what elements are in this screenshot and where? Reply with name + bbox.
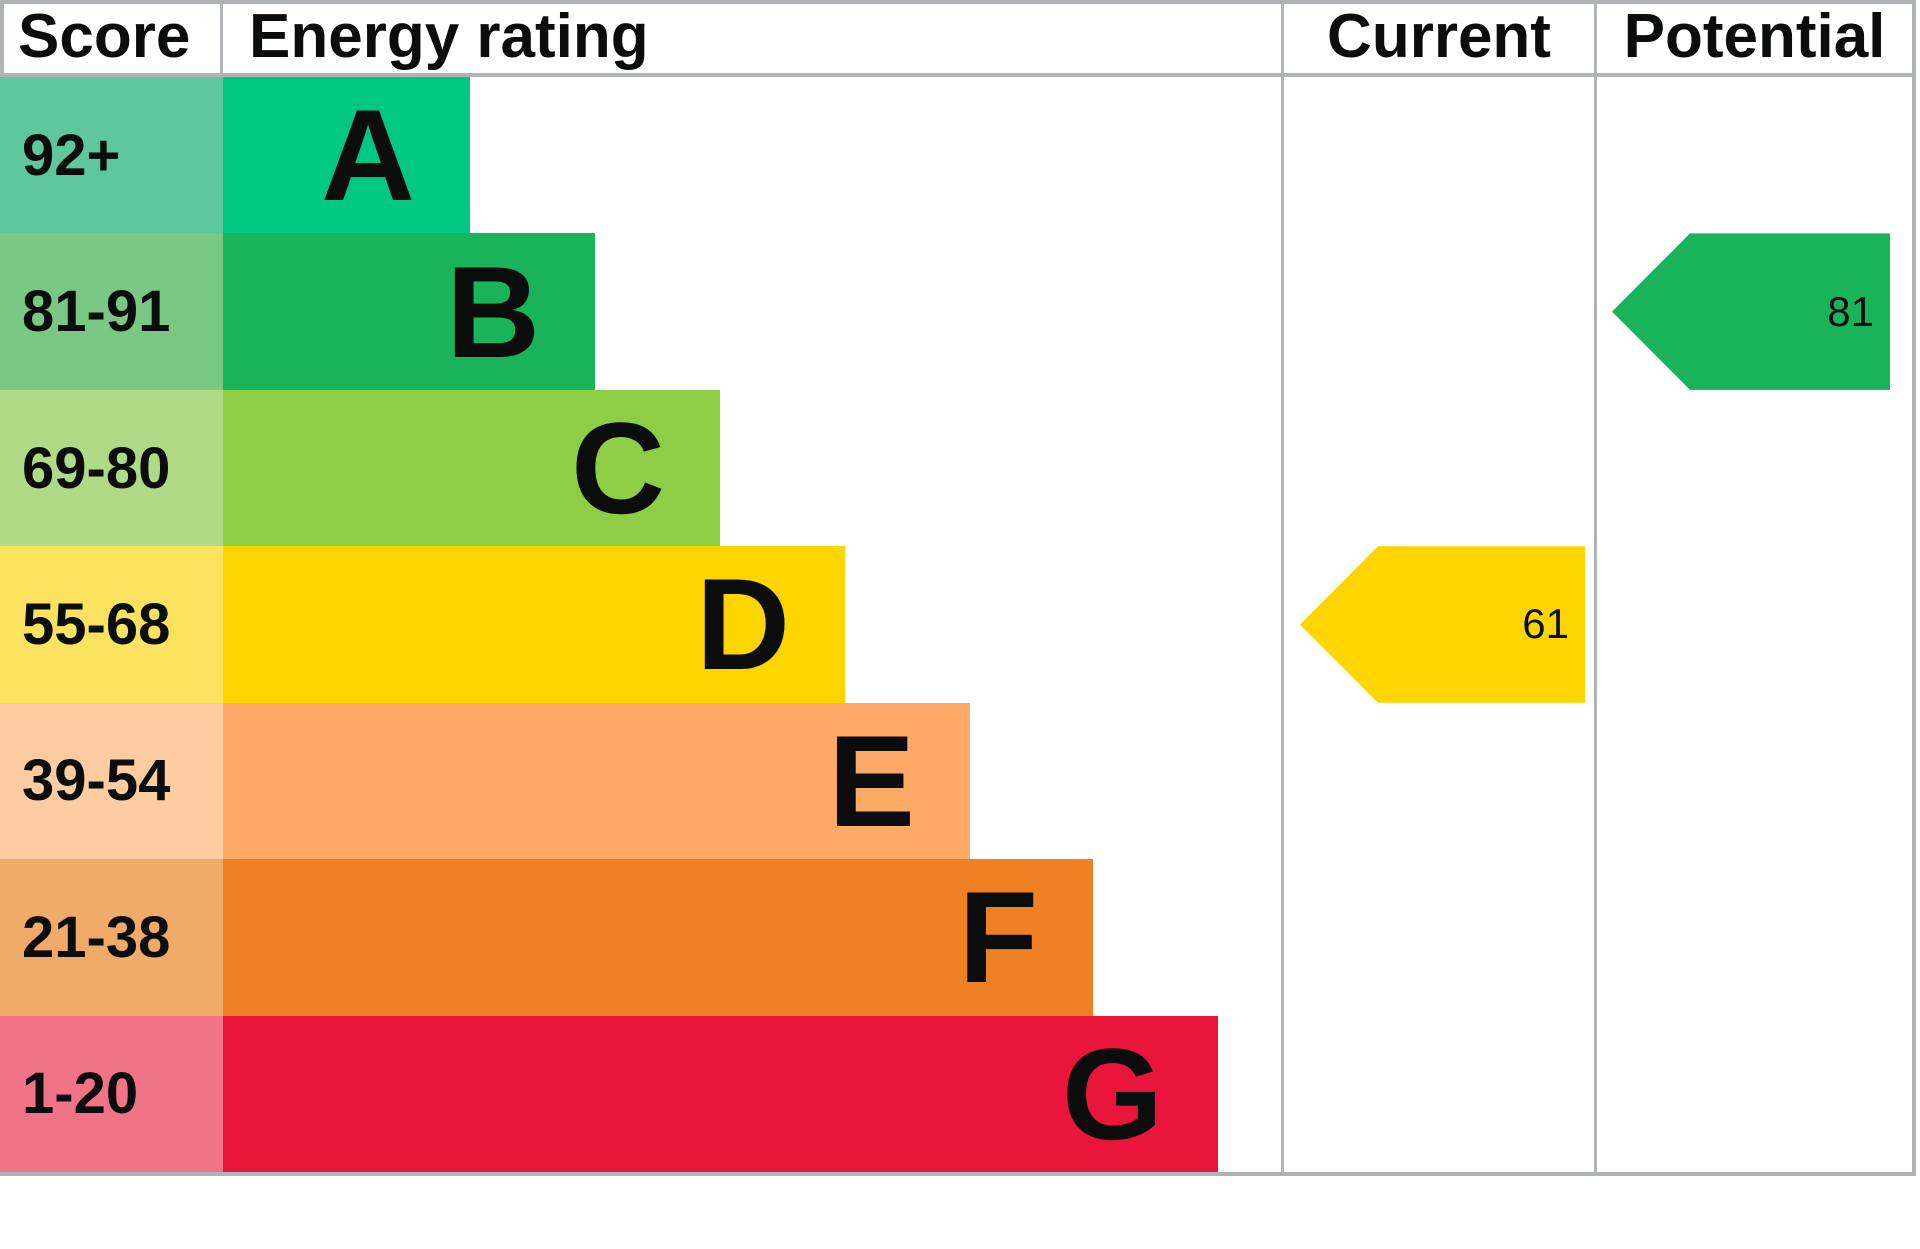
band-row-c: 69-80 C (0, 389, 1920, 547)
band-bar-d: D (223, 546, 845, 703)
current-column-divider (1281, 0, 1284, 1176)
band-bar-b: B (223, 233, 595, 390)
current-rating-value: 61 (1522, 600, 1569, 648)
potential-column-divider (1594, 0, 1597, 1176)
score-range-g: 1-20 (0, 1015, 223, 1172)
bands-rows: 92+ A 81-91 B 69-80 C 55-68 D 39-54 E 21-38 F 1-20 G (0, 77, 1920, 1172)
header-current-label: Current (1327, 2, 1551, 71)
band-row-b: 81-91 B (0, 233, 1920, 390)
header-bottom-border (0, 73, 1916, 77)
score-range-a: 92+ (0, 77, 223, 234)
table-bottom-border (0, 1172, 1916, 1176)
band-bar-g: G (223, 1015, 1218, 1172)
table-right-border (1912, 0, 1916, 1176)
score-range-c: 69-80 (0, 389, 223, 547)
potential-rating-value: 81 (1827, 287, 1874, 335)
header-energy-rating-label: Energy rating (249, 2, 649, 71)
header-potential-label: Potential (1623, 2, 1886, 71)
table-top-border (0, 0, 1916, 4)
band-bar-a: A (223, 77, 470, 234)
band-row-e: 39-54 E (0, 702, 1920, 860)
band-row-f: 21-38 F (0, 859, 1920, 1016)
header-score-label: Score (18, 2, 191, 71)
band-row-g: 1-20 G (0, 1015, 1920, 1172)
band-row-a: 92+ A (0, 77, 1920, 234)
score-range-b: 81-91 (0, 233, 223, 390)
band-row-d: 55-68 D (0, 546, 1920, 703)
score-range-e: 39-54 (0, 702, 223, 860)
score-column-divider (220, 0, 223, 77)
score-range-d: 55-68 (0, 546, 223, 703)
band-bar-e: E (223, 702, 970, 860)
score-range-f: 21-38 (0, 859, 223, 1016)
band-bar-f: F (223, 859, 1093, 1016)
band-bar-c: C (223, 389, 720, 547)
header-left-border (0, 0, 4, 77)
